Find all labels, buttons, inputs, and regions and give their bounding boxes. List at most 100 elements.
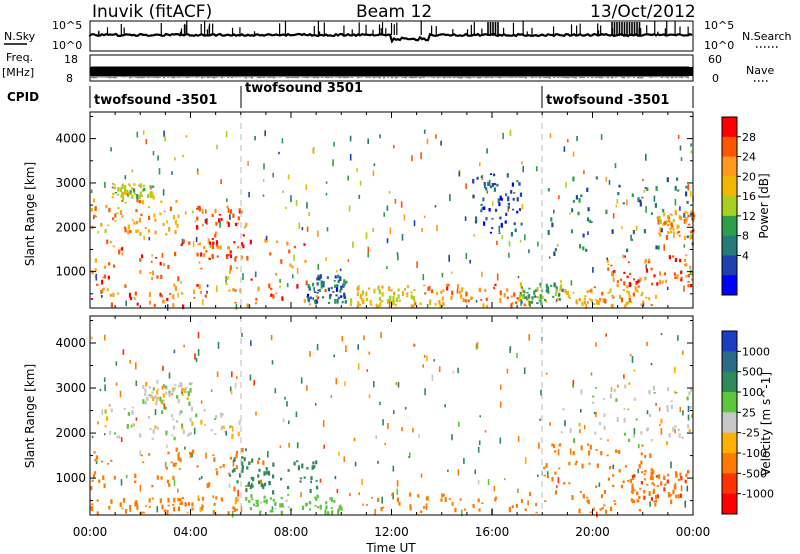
power-echo xyxy=(112,245,115,248)
power-echo xyxy=(198,284,201,289)
velocity-echo xyxy=(94,458,97,462)
power-echo xyxy=(605,209,608,214)
power-echo xyxy=(370,304,373,306)
power-echo xyxy=(336,270,338,273)
power-echo xyxy=(668,218,671,222)
power-echo xyxy=(129,229,132,234)
power-echo xyxy=(665,234,669,240)
velocity-echo xyxy=(338,506,341,510)
power-echo xyxy=(167,264,170,269)
velocity-echo xyxy=(157,388,160,391)
power-echo xyxy=(142,130,145,135)
power-echo xyxy=(509,129,512,137)
power-echo xyxy=(203,252,206,258)
power-echo xyxy=(264,238,266,243)
power-echo xyxy=(684,221,687,224)
power-echo xyxy=(165,232,168,236)
power-echo xyxy=(237,245,239,249)
velocity-echo xyxy=(569,428,572,433)
velocity-echo xyxy=(396,488,399,495)
power-echo xyxy=(672,255,675,258)
power-echo xyxy=(572,291,575,294)
power-echo xyxy=(519,192,523,197)
velocity-echo xyxy=(454,507,457,513)
velocity-echo xyxy=(147,415,151,419)
power-echo xyxy=(249,239,252,245)
power-echo xyxy=(520,286,523,289)
power-echo xyxy=(306,202,308,209)
power-echo xyxy=(386,238,389,244)
velocity-echo xyxy=(650,471,653,477)
power-echo xyxy=(148,292,151,297)
velocity-echo xyxy=(161,504,164,508)
power-echo xyxy=(333,141,335,147)
power-echo xyxy=(307,284,310,289)
power-echo xyxy=(234,301,237,304)
power-echo xyxy=(507,196,510,202)
velocity-echo xyxy=(288,420,290,425)
power-echo xyxy=(390,289,393,292)
velocity-echo xyxy=(669,493,672,497)
velocity-echo xyxy=(309,488,312,494)
power-echo xyxy=(123,191,126,195)
velocity-echo xyxy=(396,497,399,503)
power-echo xyxy=(401,233,404,241)
power-echo xyxy=(436,224,438,232)
power-echo xyxy=(242,234,245,237)
velocity-echo xyxy=(357,344,359,350)
velocity-echo xyxy=(401,427,403,432)
power-echo xyxy=(133,188,136,193)
power-echo xyxy=(518,182,521,186)
velocity-colorbar-tick: 25 xyxy=(742,406,756,419)
power-colorbar-tick: 4 xyxy=(742,249,749,262)
velocity-echo xyxy=(187,501,191,506)
power-echo xyxy=(554,248,557,252)
velocity-echo xyxy=(168,372,171,379)
power-echo xyxy=(215,221,218,226)
power-echo xyxy=(518,297,521,302)
velocity-echo xyxy=(649,501,651,507)
velocity-echo xyxy=(213,502,216,506)
velocity-echo xyxy=(172,389,175,393)
power-echo xyxy=(659,271,662,276)
power-echo xyxy=(114,213,117,218)
velocity-echo xyxy=(279,503,282,508)
power-echo xyxy=(208,258,211,260)
velocity-echo xyxy=(426,355,428,362)
power-echo xyxy=(595,176,598,180)
velocity-echo xyxy=(240,505,243,513)
power-echo xyxy=(381,300,384,303)
velocity-echo xyxy=(595,342,597,347)
power-echo xyxy=(510,232,513,237)
power-echo xyxy=(362,299,365,305)
velocity-echo xyxy=(126,424,129,429)
power-echo xyxy=(411,155,413,162)
power-echo xyxy=(194,220,197,223)
power-echo xyxy=(121,200,124,202)
power-echo xyxy=(137,229,140,233)
power-echo xyxy=(212,241,215,245)
power-echo xyxy=(336,284,339,288)
power-echo xyxy=(275,272,278,276)
velocity-echo xyxy=(203,408,206,412)
power-echo xyxy=(215,242,219,248)
power-echo xyxy=(678,215,681,220)
power-echo xyxy=(623,281,626,286)
velocity-echo xyxy=(189,417,192,422)
velocity-echo xyxy=(392,465,395,472)
power-echo xyxy=(174,230,177,235)
velocity-echo xyxy=(249,374,252,381)
velocity-echo xyxy=(580,389,583,395)
power-echo xyxy=(541,295,544,300)
power-echo xyxy=(95,215,98,218)
power-echo xyxy=(434,205,437,208)
velocity-echo xyxy=(274,388,277,394)
velocity-echo xyxy=(572,379,575,387)
power-echo xyxy=(685,191,688,197)
power-echo xyxy=(193,296,196,299)
velocity-echo xyxy=(314,496,317,499)
velocity-echo xyxy=(667,492,671,496)
velocity-echo xyxy=(674,425,677,428)
power-echo xyxy=(669,223,672,226)
power-echo xyxy=(431,289,434,294)
